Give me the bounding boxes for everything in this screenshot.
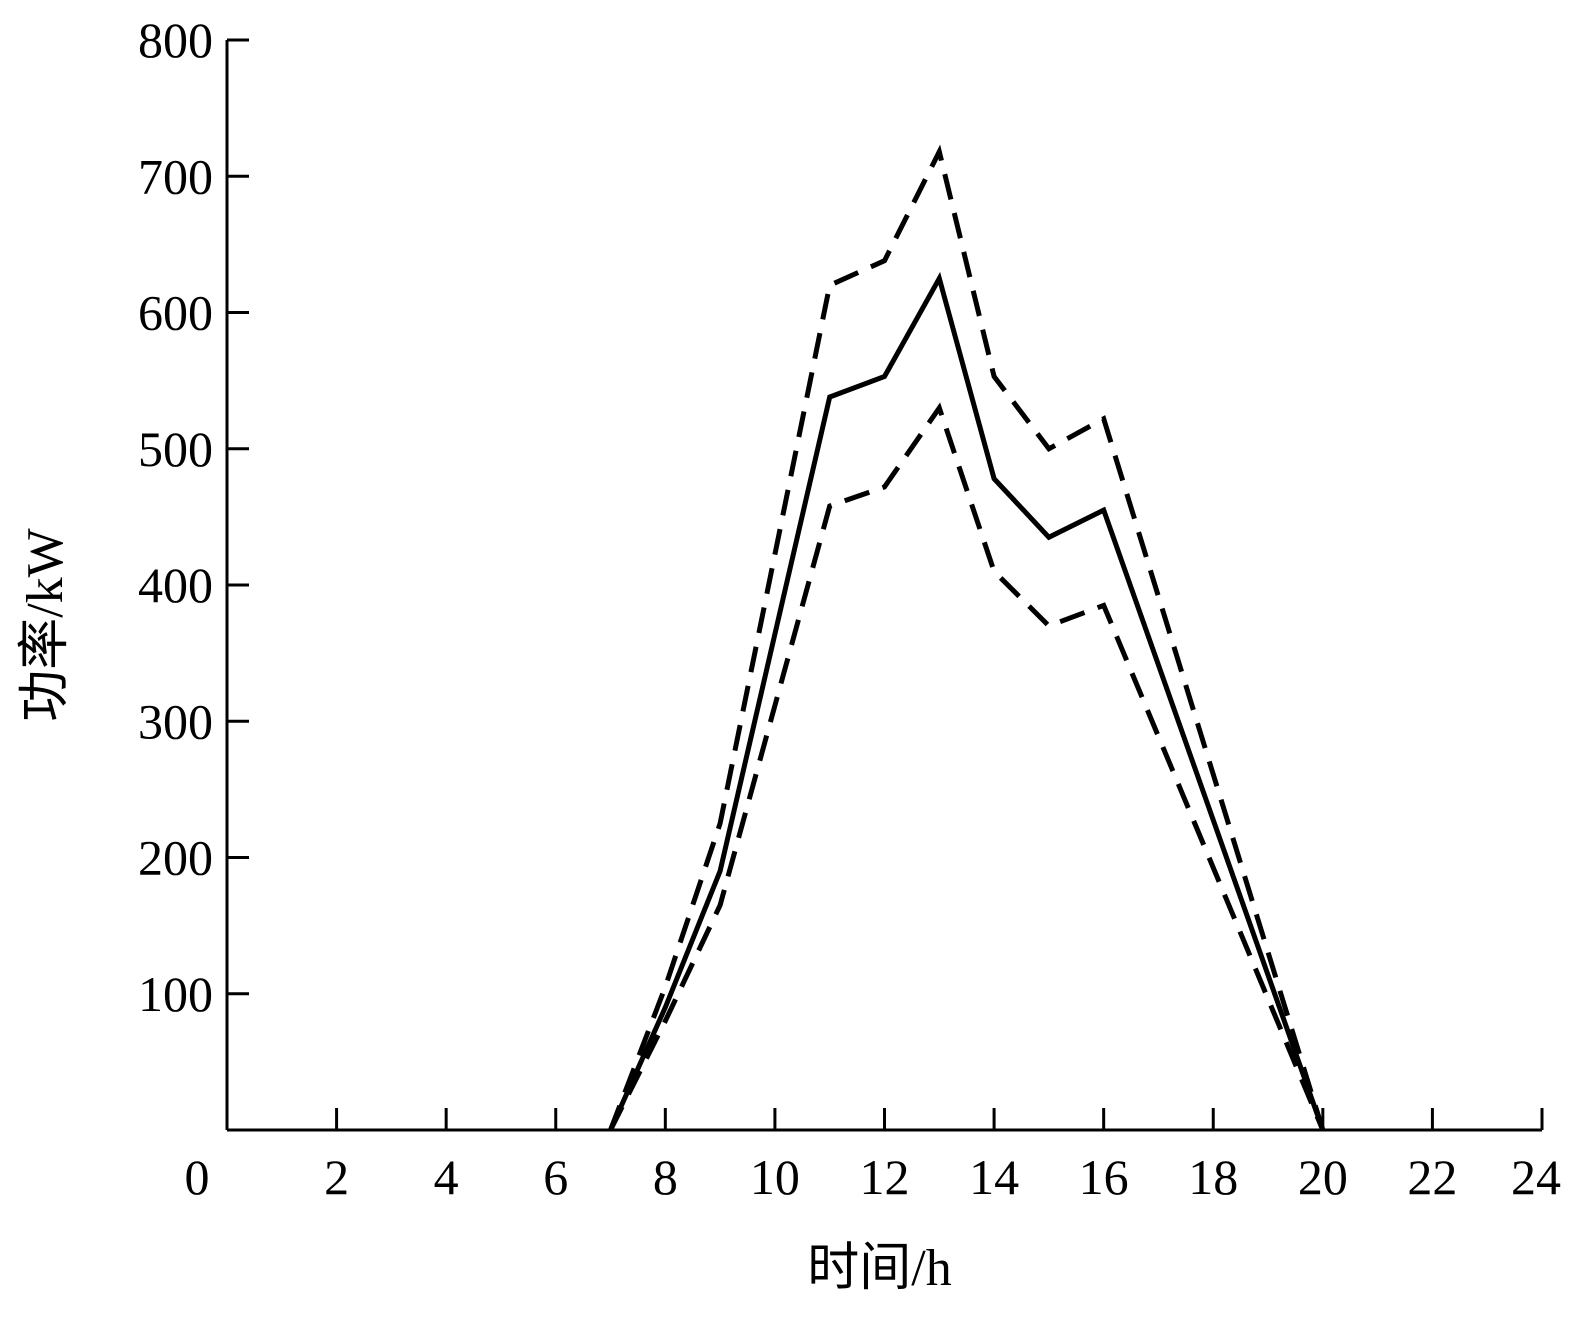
x-tick-label: 6 <box>543 1149 568 1205</box>
x-tick-label: 18 <box>1188 1149 1238 1205</box>
y-tick-label: 700 <box>138 148 213 204</box>
x-tick-label: 12 <box>860 1149 910 1205</box>
x-tick-label: 24 <box>1511 1149 1561 1205</box>
x-tick-label: 8 <box>653 1149 678 1205</box>
x-tick-label: 4 <box>434 1149 459 1205</box>
x-tick-label: 16 <box>1079 1149 1129 1205</box>
x-tick-label: 14 <box>969 1149 1019 1205</box>
x-tick-label: 10 <box>750 1149 800 1205</box>
y-tick-label: 500 <box>138 421 213 477</box>
x-tick-label: 0 <box>185 1149 210 1205</box>
series-line-1 <box>608 144 1326 1131</box>
x-ticks: 0 2 4 6 8 10 12 14 16 18 20 22 24 <box>185 1108 1561 1205</box>
x-tick-label: 2 <box>324 1149 349 1205</box>
series-line-2 <box>608 271 1326 1132</box>
y-ticks: 100 200 300 400 500 600 700 800 <box>138 12 249 1022</box>
y-tick-label: 600 <box>138 285 213 341</box>
x-tick-label: 20 <box>1298 1149 1348 1205</box>
x-axis-title: 时间/h <box>807 1240 951 1297</box>
y-tick-label: 800 <box>138 12 213 68</box>
y-tick-label: 100 <box>138 966 213 1022</box>
axes <box>225 40 1542 1132</box>
y-tick-label: 300 <box>138 693 213 749</box>
y-tick-label: 400 <box>138 557 213 613</box>
x-tick-label: 22 <box>1407 1149 1457 1205</box>
series-line-3 <box>608 402 1326 1132</box>
series-layer <box>608 144 1326 1132</box>
y-axis-title: 功率/kW <box>17 528 74 722</box>
y-tick-label: 200 <box>138 830 213 886</box>
